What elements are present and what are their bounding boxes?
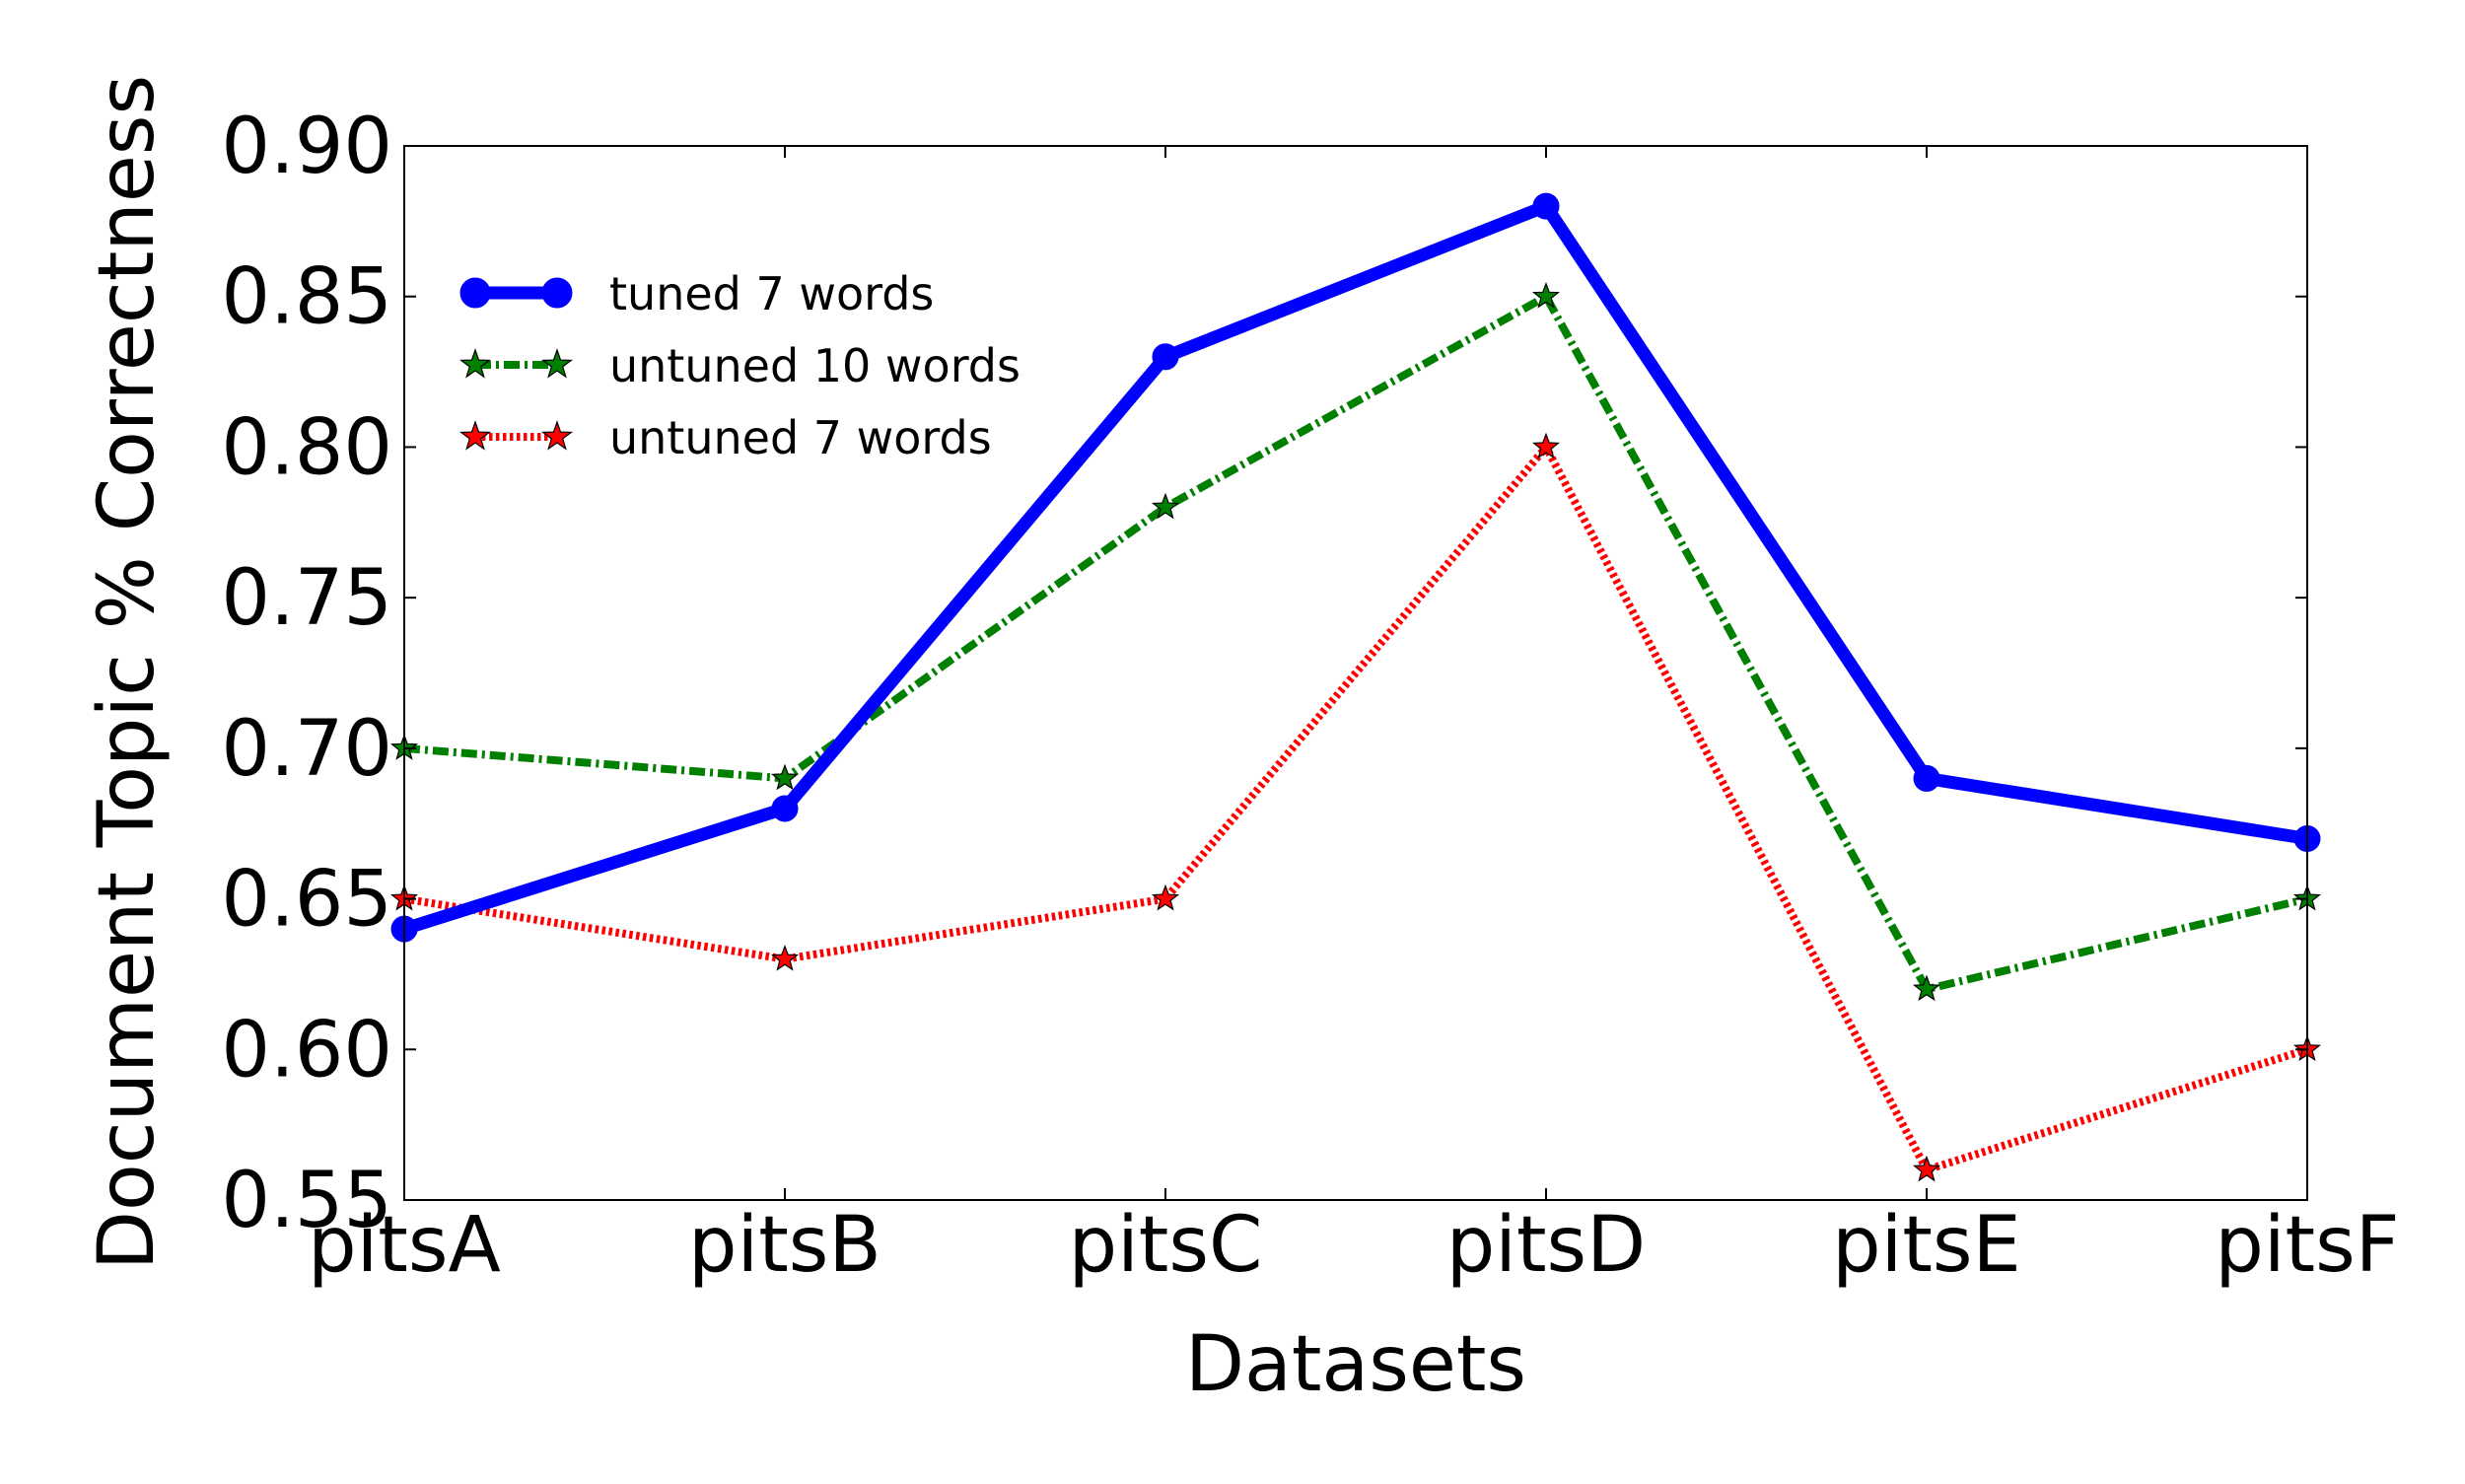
y-tick-label: 0.85 <box>221 253 392 342</box>
data-point-untuned-10-words <box>1531 281 1561 309</box>
data-point-untuned-10-words <box>1151 492 1180 520</box>
series-line-tuned-7-words <box>402 198 2309 936</box>
data-point-untuned-7-words <box>770 944 800 971</box>
legend-marker <box>458 348 492 379</box>
y-tick-label: 0.60 <box>221 1006 392 1095</box>
plot-area-frame <box>403 145 2308 1201</box>
data-point-untuned-10-words <box>1912 974 1941 1002</box>
legend-marker <box>541 277 573 309</box>
x-tick-label: pitsD <box>1446 1201 1646 1290</box>
x-axis-title: Datasets <box>1185 1320 1526 1409</box>
legend-item-untuned-7-words: untuned 7 words <box>458 411 992 464</box>
data-point-untuned-7-words <box>1531 432 1561 459</box>
x-tick-labels: pitsA pitsB pitsC pitsD pitsE pitsF <box>308 1201 2400 1290</box>
legend-marker <box>540 348 574 379</box>
y-tick-labels: 0.55 0.60 0.65 0.70 0.75 0.80 0.85 0.90 <box>221 103 392 1245</box>
y-tick-label: 0.90 <box>221 103 392 191</box>
y-tick-label: 0.55 <box>221 1157 392 1245</box>
legend-marker <box>459 277 491 309</box>
data-point-untuned-7-words <box>1151 883 1180 911</box>
series-untuned-7-words <box>389 432 2322 1182</box>
legend: tuned 7 words untuned 10 words untuned 7 w… <box>458 267 1021 464</box>
data-point-tuned-7-words <box>771 795 799 822</box>
y-tick-label: 0.65 <box>221 856 392 945</box>
legend-item-tuned-7-words: tuned 7 words <box>459 267 934 320</box>
legend-label: tuned 7 words <box>609 267 934 320</box>
axis-ticks <box>403 145 2308 1201</box>
y-tick-label: 0.75 <box>221 554 392 643</box>
data-point-untuned-7-words <box>1912 1155 1941 1182</box>
x-tick-label: pitsC <box>1069 1201 1263 1290</box>
legend-marker <box>540 420 574 451</box>
x-tick-label: pitsE <box>1832 1201 2021 1290</box>
y-axis-title: Document Topic % Correctness <box>83 75 172 1270</box>
series-layer <box>389 192 2322 1182</box>
data-point-tuned-7-words <box>1532 192 1560 220</box>
legend-label: untuned 7 words <box>609 411 992 464</box>
data-point-untuned-10-words <box>770 763 800 791</box>
legend-marker <box>458 420 492 451</box>
y-tick-label: 0.70 <box>221 705 392 794</box>
data-point-tuned-7-words <box>1913 764 1940 792</box>
series-line-untuned-10-words <box>403 291 2308 994</box>
y-tick-label: 0.80 <box>221 403 392 492</box>
legend-label: untuned 10 words <box>609 339 1021 392</box>
x-tick-label: pitsA <box>308 1201 501 1290</box>
x-tick-label: pitsB <box>688 1201 881 1290</box>
legend-item-untuned-10-words: untuned 10 words <box>458 339 1021 392</box>
x-tick-label: pitsF <box>2215 1201 2399 1290</box>
data-point-tuned-7-words <box>1152 343 1179 371</box>
series-line-untuned-7-words <box>403 440 2309 1175</box>
